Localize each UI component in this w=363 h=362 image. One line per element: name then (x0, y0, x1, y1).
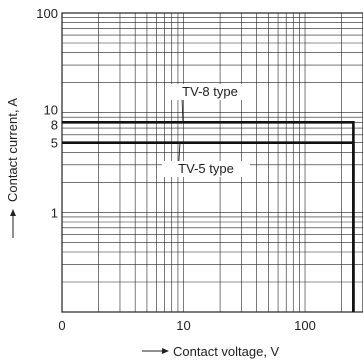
y-axis-label: Contact current, A (5, 98, 20, 202)
y-axis-arrow (10, 209, 16, 238)
series-group (62, 121, 355, 312)
label-bg-tv-5 (162, 161, 250, 177)
x-axis-arrow (142, 348, 169, 354)
label-bg-tv-8 (166, 84, 254, 100)
y-tick-label: 5 (51, 136, 58, 151)
leader-line-tv-8 (181, 97, 184, 123)
y-axis-title: Contact current, A (5, 98, 20, 202)
y-tick-label: 100 (36, 6, 58, 21)
plot-frame (61, 12, 363, 313)
y-tick-label: 8 (51, 117, 58, 132)
x-axis-label: Contact voltage, V (173, 344, 280, 359)
y-tick-label: 10 (44, 103, 58, 118)
series-label-tv-5: TV-5 type (178, 161, 234, 176)
grid (62, 13, 363, 312)
x-tick-label: 0 (58, 318, 65, 333)
series-label-tv-8: TV-8 type (182, 84, 238, 99)
series-line-tv-5 (62, 141, 355, 312)
series-labels: TV-8 type TV-5 type (162, 84, 254, 177)
x-tick-label: 100 (294, 318, 316, 333)
x-tick-label: 10 (176, 318, 190, 333)
y-tick-label: 1 (51, 205, 58, 220)
